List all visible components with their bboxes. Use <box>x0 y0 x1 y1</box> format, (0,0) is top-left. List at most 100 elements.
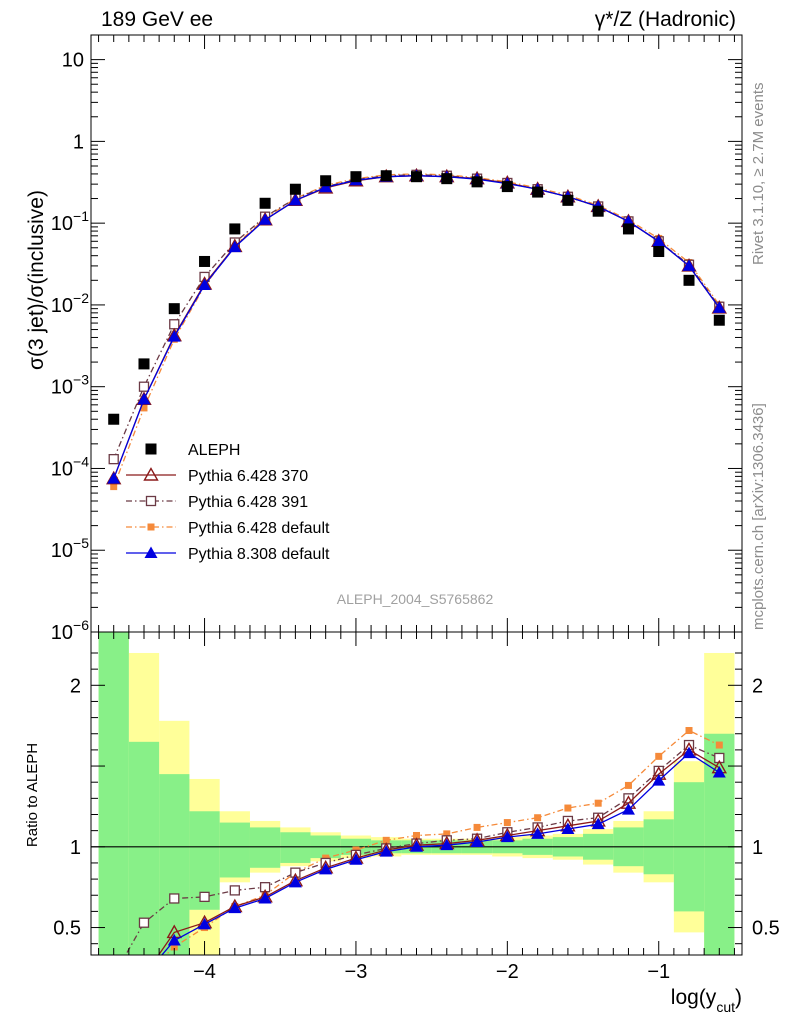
legend-marker <box>144 546 158 558</box>
ratio-data-point <box>624 781 632 789</box>
x-tick-label: −2 <box>496 961 519 983</box>
uncertainty-bands <box>98 632 735 955</box>
x-axis-label: log(ycut) <box>671 986 742 1015</box>
main-data-point <box>229 223 241 235</box>
ratio-y-tick-label-right: 0.5 <box>752 918 780 940</box>
ratio-data-point <box>500 830 514 843</box>
main-data-point <box>320 175 332 187</box>
ratio-data-point <box>561 822 575 835</box>
ratio-series-3 <box>161 746 726 955</box>
legend: ALEPH Pythia 6.428 370 Pythia 6.428 391 Pyt… <box>126 442 330 563</box>
ratio-data-point <box>410 840 423 852</box>
main-data-point <box>682 259 696 271</box>
ratio-data-point <box>440 838 454 851</box>
ratio-data-point <box>288 875 302 888</box>
main-panel-frame <box>90 34 743 633</box>
main-data-point <box>471 176 483 188</box>
ratio-data-point <box>382 836 390 844</box>
main-y-tick-label: 1 <box>73 131 84 153</box>
x-tick-label: −1 <box>647 961 670 983</box>
ratio-y-tick-label: 0.5 <box>53 918 81 940</box>
ratio-data-point <box>349 853 363 865</box>
main-y-tick-label: 10−2 <box>51 290 89 317</box>
main-data-point <box>199 255 211 267</box>
main-y-tick-label: 10−5 <box>51 535 89 562</box>
ratio-y-tick-label-right: 2 <box>752 675 763 697</box>
main-data-point <box>137 392 151 405</box>
ratio-y-tick-label: 2 <box>70 675 81 697</box>
ratio-data-point <box>652 774 666 786</box>
ratio-data-point <box>534 814 542 822</box>
main-data-point <box>562 194 574 206</box>
main-data-point <box>683 274 695 286</box>
ratio-data-point <box>503 819 511 827</box>
legend-label: Pythia 6.428 default <box>188 520 330 537</box>
inner-band-bin <box>98 632 129 955</box>
main-y-tick-label: 10−4 <box>51 453 89 480</box>
main-data-point <box>259 197 271 209</box>
main-data-point <box>138 358 150 370</box>
main-data-point <box>288 193 302 206</box>
main-data-point <box>501 181 513 193</box>
main-data-point <box>108 453 119 465</box>
ratio-data-point <box>715 741 723 749</box>
ratio-data-point <box>379 845 393 857</box>
rivet-version-label: Rivet 3.1.10, ≥ 2.7M events <box>750 83 767 266</box>
ratio-plot-panel: 0.5 0.5 1 1 2 2 −4 −3 −2 −1 <box>53 632 780 983</box>
main-data-point <box>108 413 120 425</box>
main-data-point <box>289 183 301 195</box>
ratio-data-point <box>169 893 180 904</box>
main-data-point <box>592 205 604 217</box>
ratio-data-point <box>591 817 605 830</box>
ratio-y-tick-label: 1 <box>70 837 81 859</box>
ratio-series-line <box>124 744 720 955</box>
legend-label: Pythia 6.428 391 <box>188 494 308 511</box>
main-data-point <box>622 223 634 235</box>
legend-marker <box>147 523 155 531</box>
main-data-point <box>653 246 665 258</box>
inner-band-bin <box>219 822 250 878</box>
main-data-point <box>167 330 181 342</box>
legend-entry: Pythia 6.428 370 <box>126 467 308 485</box>
inner-band-bin <box>249 827 281 868</box>
header-process-label: γ*/Z (Hadronic) <box>595 8 736 31</box>
legend-marker <box>145 443 157 455</box>
main-data-point <box>168 303 180 315</box>
legend-label: ALEPH <box>188 442 240 459</box>
main-data-point <box>138 381 150 392</box>
main-data-point <box>652 234 666 247</box>
ratio-y-axis-label: Ratio to ALEPH <box>24 743 41 847</box>
ratio-data-point <box>531 827 545 839</box>
ratio-data-point <box>199 891 210 903</box>
main-data-point <box>110 483 118 491</box>
main-data-point <box>350 171 362 183</box>
ratio-panel-frame <box>90 631 743 956</box>
main-data-point <box>319 180 333 193</box>
ratio-data-point <box>229 885 240 896</box>
legend-entry: Pythia 8.308 default <box>126 546 330 563</box>
ratio-data-point <box>655 752 663 760</box>
x-tick-label: −3 <box>345 961 368 983</box>
legend-marker <box>143 467 159 481</box>
legend-entry: ALEPH <box>145 442 240 459</box>
legend-entry: Pythia 6.428 default <box>126 520 330 537</box>
main-data-point <box>532 186 544 198</box>
main-data-point <box>712 301 726 313</box>
legend-label: Pythia 8.308 default <box>188 546 330 563</box>
main-y-axis-label: σ(3 jet)/σ(inclusive) <box>25 190 48 370</box>
main-data-point <box>107 472 121 484</box>
ratio-data-point <box>473 823 481 831</box>
legend-label: Pythia 6.428 370 <box>188 468 308 485</box>
ratio-y-tick-label-right: 1 <box>752 837 763 859</box>
ratio-data-point <box>682 746 696 759</box>
ratio-data-point <box>258 891 272 904</box>
main-data-point <box>198 278 212 291</box>
ratio-data-point <box>685 727 693 735</box>
main-data-point <box>258 213 272 225</box>
main-data-point <box>713 314 725 326</box>
main-series-0 <box>108 170 725 425</box>
analysis-watermark: ALEPH_2004_S5765862 <box>337 591 494 607</box>
ratio-data-point <box>712 766 726 778</box>
main-y-tick-label: 10−6 <box>51 617 89 644</box>
